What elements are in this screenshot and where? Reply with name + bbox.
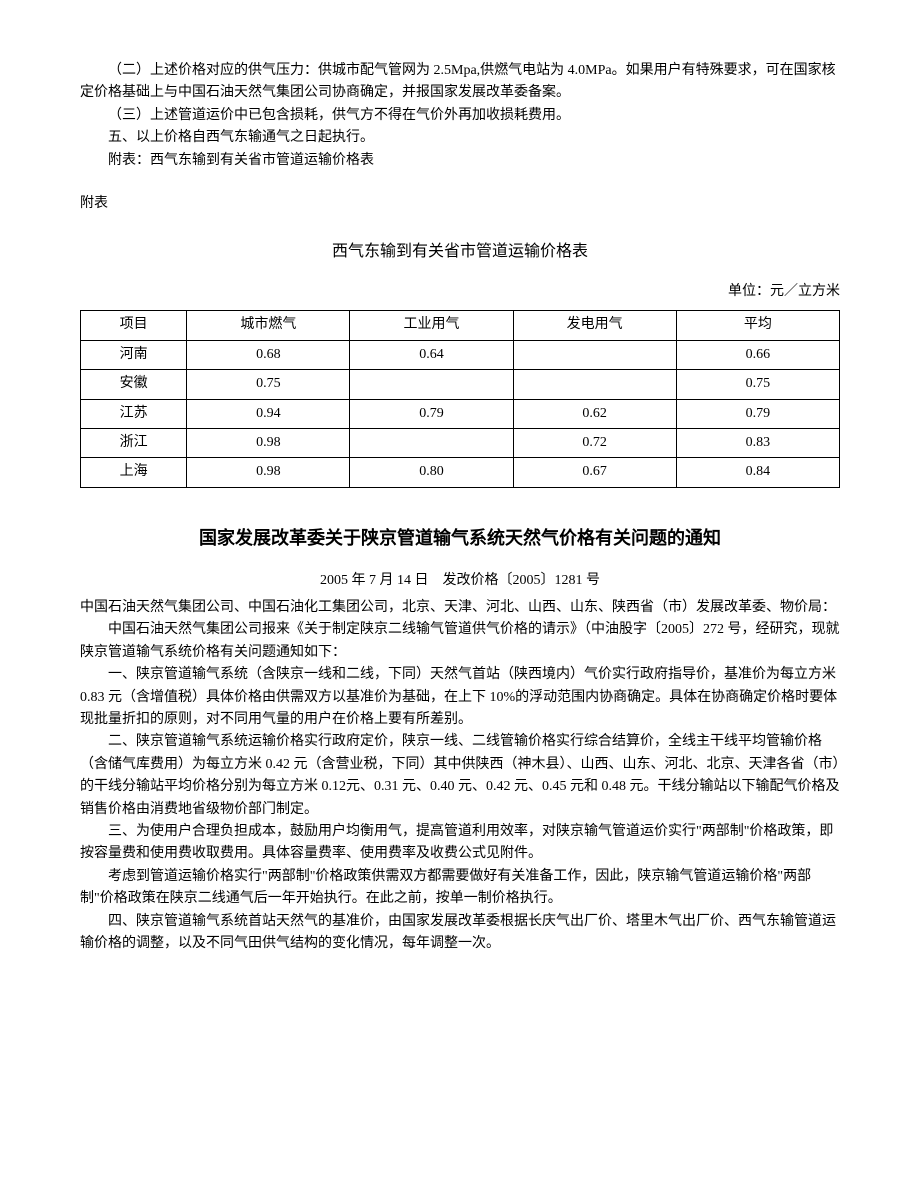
cell-power: 0.67 [513,458,676,487]
table-row: 河南 0.68 0.64 0.66 [81,340,840,369]
price-table: 项目 城市燃气 工业用气 发电用气 平均 河南 0.68 0.64 0.66 安… [80,310,840,487]
cell-avg: 0.79 [676,399,839,428]
cell-industry [350,428,513,457]
notice-p5: 考虑到管道运输价格实行"两部制"价格政策供需双方都需要做好有关准备工作，因此，陕… [80,866,840,911]
cell-power [513,340,676,369]
notice-meta: 2005 年 7 月 14 日 发改价格〔2005〕1281 号 [80,570,840,592]
cell-city: 0.98 [187,458,350,487]
cell-region: 安徽 [81,370,187,399]
cell-city: 0.68 [187,340,350,369]
intro-p1: （二）上述价格对应的供气压力：供城市配气管网为 2.5Mpa,供燃气电站为 4.… [80,60,840,105]
notice-p6: 四、陕京管道输气系统首站天然气的基准价，由国家发展改革委根据长庆气出厂价、塔里木… [80,911,840,956]
table-title: 西气东输到有关省市管道运输价格表 [80,239,840,265]
notice-p2: 一、陕京管道输气系统（含陕京一线和二线，下同）天然气首站（陕西境内）气价实行政府… [80,664,840,731]
table-row: 江苏 0.94 0.79 0.62 0.79 [81,399,840,428]
cell-region: 浙江 [81,428,187,457]
cell-region: 上海 [81,458,187,487]
intro-p2: （三）上述管道运价中已包含损耗，供气方不得在气价外再加收损耗费用。 [80,105,840,127]
intro-p3: 五、以上价格自西气东输通气之日起执行。 [80,127,840,149]
cell-industry [350,370,513,399]
notice-addressee: 中国石油天然气集团公司、中国石油化工集团公司，北京、天津、河北、山西、山东、陕西… [80,597,840,619]
col-header-avg: 平均 [676,311,839,340]
notice-p3: 二、陕京管道输气系统运输价格实行政府定价，陕京一线、二线管输价格实行综合结算价，… [80,731,840,821]
cell-industry: 0.64 [350,340,513,369]
table-row: 安徽 0.75 0.75 [81,370,840,399]
notice-p1: 中国石油天然气集团公司报来《关于制定陕京二线输气管道供气价格的请示》（中油股字〔… [80,619,840,664]
col-header-power: 发电用气 [513,311,676,340]
col-header-region: 项目 [81,311,187,340]
cell-industry: 0.79 [350,399,513,428]
cell-region: 河南 [81,340,187,369]
intro-p4: 附表：西气东输到有关省市管道运输价格表 [80,150,840,172]
cell-power: 0.72 [513,428,676,457]
table-row: 浙江 0.98 0.72 0.83 [81,428,840,457]
cell-city: 0.94 [187,399,350,428]
cell-city: 0.98 [187,428,350,457]
cell-avg: 0.75 [676,370,839,399]
notice-title: 国家发展改革委关于陕京管道输气系统天然气价格有关问题的通知 [80,524,840,553]
table-row: 上海 0.98 0.80 0.67 0.84 [81,458,840,487]
cell-region: 江苏 [81,399,187,428]
table-unit: 单位：元／立方米 [80,281,840,303]
cell-city: 0.75 [187,370,350,399]
table-header-row: 项目 城市燃气 工业用气 发电用气 平均 [81,311,840,340]
cell-industry: 0.80 [350,458,513,487]
cell-avg: 0.83 [676,428,839,457]
col-header-industry: 工业用气 [350,311,513,340]
notice-p4: 三、为使用户合理负担成本，鼓励用户均衡用气，提高管道利用效率，对陕京输气管道运价… [80,821,840,866]
col-header-city: 城市燃气 [187,311,350,340]
attachment-label: 附表 [80,193,840,215]
cell-power: 0.62 [513,399,676,428]
cell-avg: 0.84 [676,458,839,487]
cell-avg: 0.66 [676,340,839,369]
cell-power [513,370,676,399]
